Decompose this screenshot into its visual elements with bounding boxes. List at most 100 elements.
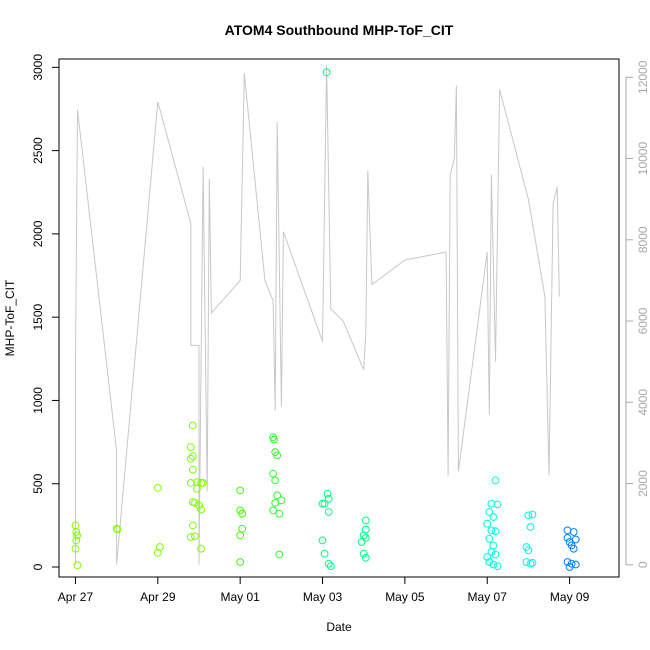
data-point bbox=[199, 479, 208, 487]
y-axis-label: MHP-ToF_CIT bbox=[3, 279, 17, 356]
data-point bbox=[153, 484, 162, 492]
data-point bbox=[318, 536, 327, 545]
x-tick-label: May 05 bbox=[385, 590, 425, 604]
y-tick-label: 0 bbox=[31, 563, 45, 570]
data-point bbox=[528, 510, 537, 519]
y2-tick-label: 4000 bbox=[636, 389, 650, 416]
data-point bbox=[197, 479, 206, 487]
data-point bbox=[238, 509, 247, 518]
data-point bbox=[563, 534, 572, 542]
data-point bbox=[72, 528, 81, 536]
data-point bbox=[485, 558, 494, 566]
data-point bbox=[361, 534, 370, 542]
x-tick-label: Apr 27 bbox=[58, 590, 94, 604]
data-point bbox=[324, 559, 333, 568]
x-axis-label: Date bbox=[326, 620, 352, 634]
data-point bbox=[563, 558, 572, 566]
data-point bbox=[197, 544, 206, 553]
data-point bbox=[188, 452, 197, 461]
data-point bbox=[73, 561, 82, 570]
data-point bbox=[269, 469, 278, 478]
data-point bbox=[320, 499, 329, 508]
x-tick-label: Apr 29 bbox=[140, 590, 176, 604]
series bbox=[71, 65, 580, 571]
y-tick-label: 1000 bbox=[31, 387, 45, 414]
data-point bbox=[323, 489, 332, 498]
data-point bbox=[528, 558, 537, 567]
series-line bbox=[75, 65, 560, 565]
data-point bbox=[318, 499, 327, 508]
data-point bbox=[73, 531, 81, 540]
data-point bbox=[193, 484, 201, 493]
data-point bbox=[569, 544, 578, 553]
data-point bbox=[112, 524, 121, 533]
data-point bbox=[361, 525, 370, 534]
data-point bbox=[71, 544, 80, 553]
y2-tick-label: 10000 bbox=[636, 142, 650, 176]
data-point bbox=[485, 508, 494, 516]
y-tick-label: 3000 bbox=[31, 54, 45, 81]
x-tick-label: May 09 bbox=[550, 590, 590, 604]
x-tick-label: May 03 bbox=[303, 590, 343, 604]
data-point bbox=[188, 421, 197, 430]
data-point bbox=[524, 511, 533, 520]
plot-frame bbox=[58, 58, 620, 578]
data-point bbox=[236, 531, 245, 540]
axes: Apr 27 Apr 29 May 01 May 03 May 05 May 07 May … bbox=[31, 54, 650, 604]
data-point bbox=[191, 499, 199, 507]
data-point bbox=[197, 505, 206, 514]
y-tick-label: 1500 bbox=[31, 303, 45, 330]
data-point bbox=[487, 499, 496, 508]
data-point bbox=[191, 532, 199, 541]
y2-tick-label: 6000 bbox=[636, 307, 650, 334]
data-point bbox=[489, 541, 498, 550]
data-point bbox=[483, 553, 492, 561]
data-point bbox=[526, 523, 535, 531]
y-tick-label: 500 bbox=[31, 473, 45, 493]
data-point bbox=[236, 558, 245, 566]
x-tick-label: May 07 bbox=[468, 590, 508, 604]
data-point bbox=[487, 526, 496, 535]
data-point bbox=[322, 68, 331, 77]
data-point bbox=[113, 525, 122, 534]
data-point bbox=[524, 546, 533, 555]
data-point bbox=[320, 549, 329, 558]
data-point bbox=[271, 476, 280, 485]
data-point bbox=[72, 536, 81, 545]
data-point bbox=[489, 513, 498, 521]
y2-tick-label: 2000 bbox=[636, 470, 650, 497]
data-point bbox=[153, 548, 162, 557]
y-tick-label: 2500 bbox=[31, 137, 45, 164]
y-tick-label: 2000 bbox=[31, 220, 45, 247]
data-point bbox=[491, 527, 500, 536]
data-point bbox=[483, 519, 492, 528]
data-point bbox=[357, 538, 366, 546]
data-point bbox=[361, 516, 370, 525]
data-point bbox=[186, 479, 195, 487]
data-point bbox=[275, 550, 284, 559]
data-point bbox=[271, 499, 280, 507]
data-point bbox=[195, 501, 203, 510]
data-point bbox=[565, 563, 574, 571]
y2-tick-label: 12000 bbox=[636, 60, 650, 94]
data-point bbox=[188, 521, 197, 530]
data-point bbox=[522, 558, 531, 566]
data-point bbox=[485, 534, 494, 543]
data-point bbox=[270, 435, 278, 444]
data-point bbox=[326, 562, 335, 571]
data-point bbox=[487, 548, 496, 556]
chart-title: ATOM4 Southbound MHP-ToF_CIT bbox=[225, 22, 454, 38]
data-point bbox=[186, 443, 195, 452]
x-tick-label: May 01 bbox=[220, 590, 260, 604]
data-point bbox=[493, 500, 502, 509]
y2-tick-label: 0 bbox=[636, 561, 650, 568]
data-point bbox=[236, 486, 245, 495]
data-point bbox=[361, 553, 370, 562]
data-point bbox=[273, 491, 282, 500]
y2-tick-label: 8000 bbox=[636, 226, 650, 253]
data-point bbox=[324, 508, 333, 516]
data-point bbox=[269, 506, 278, 515]
data-point bbox=[569, 528, 578, 536]
data-point bbox=[491, 550, 500, 559]
